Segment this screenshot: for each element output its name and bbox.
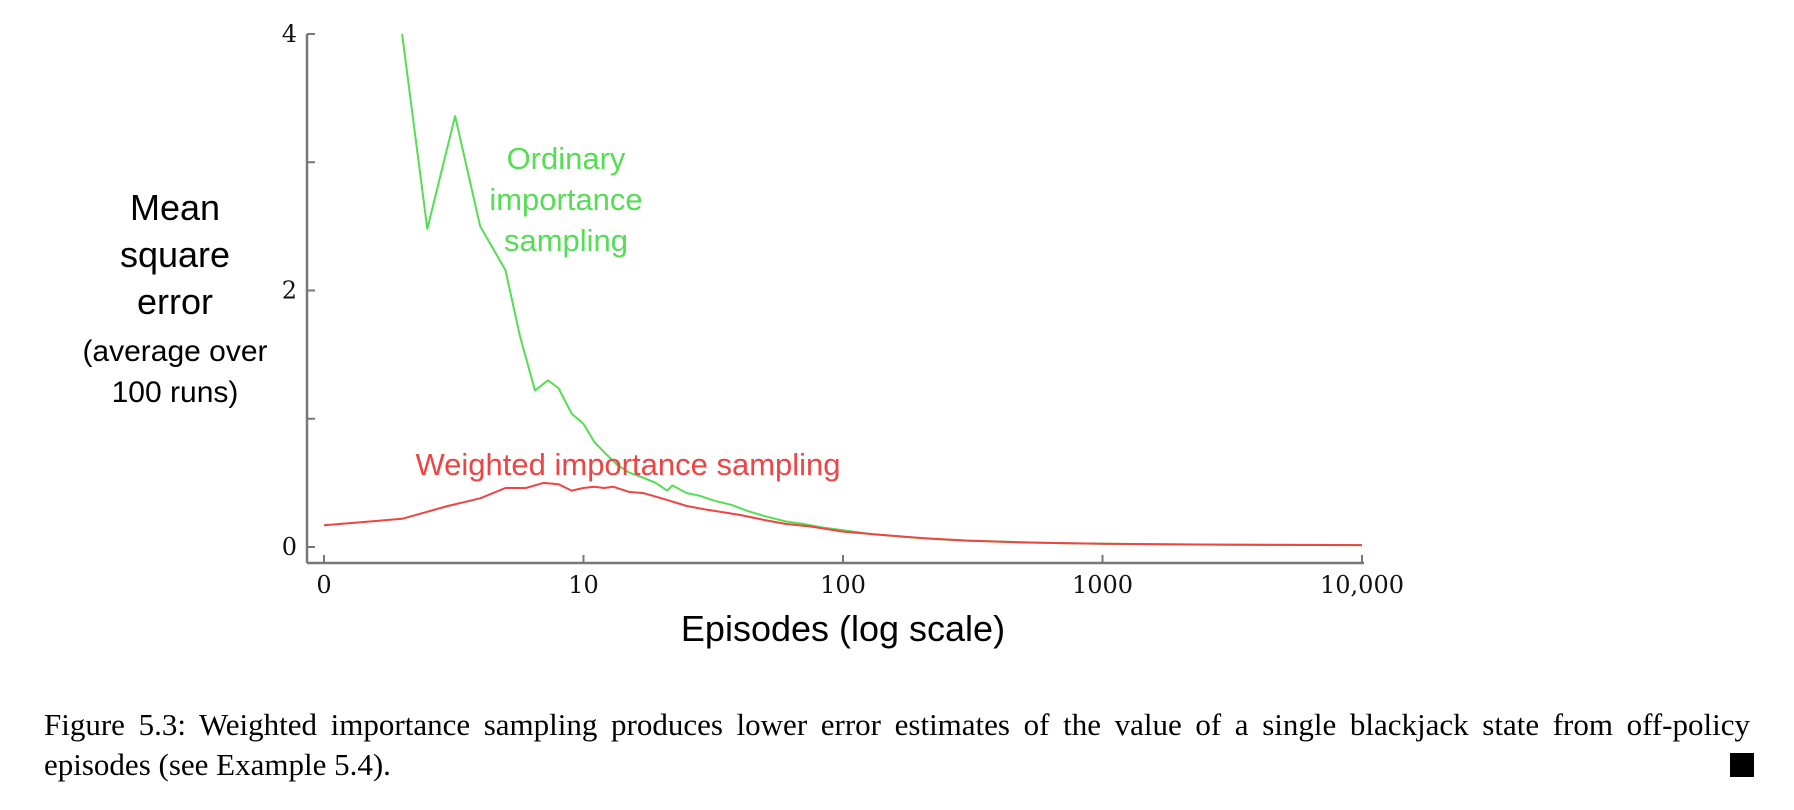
ordinary-label-line-2: importance [489,182,642,217]
y-axis-title-line-2: square [120,234,230,275]
series-lines [323,33,1363,547]
end-of-example-square-icon [1730,753,1754,777]
y-tick-label-4: 4 [282,20,297,48]
y-axis-subtitle-line-1: (average over [82,335,267,368]
x-axis-title: Episodes (log scale) [681,608,1005,649]
x-tick-label-0: 0 [316,571,331,599]
figure-caption: Figure 5.3: Weighted importance sampling… [44,707,1750,782]
mse-chart: 0 2 4 0 10 100 1000 10,000 Mean square error (a… [82,20,1404,649]
ticks: 0 2 4 0 10 100 1000 10,000 [282,20,1404,599]
y-tick-label-2: 2 [282,277,297,305]
axes [305,34,1364,565]
y-tick-label-0: 0 [282,533,297,561]
y-axis-title: Mean square error (average over 100 runs… [82,187,267,409]
y-axis-subtitle-line-2: 100 runs) [112,376,239,409]
y-axis-title-line-3: error [137,281,213,322]
x-tick-label-3: 1000 [1072,571,1133,599]
x-tick-label-1: 10 [568,571,599,599]
ordinary-label-line-1: Ordinary [507,141,626,176]
x-tick-label-2: 100 [820,571,866,599]
ordinary-series-label: Ordinary importance sampling [489,141,642,258]
x-tick-label-4: 10,000 [1320,571,1404,599]
y-axis-title-line-1: Mean [130,187,220,228]
ordinary-label-line-3: sampling [504,223,628,258]
weighted-importance-sampling-line [323,481,1363,547]
weighted-series-label: Weighted importance sampling [415,447,840,482]
